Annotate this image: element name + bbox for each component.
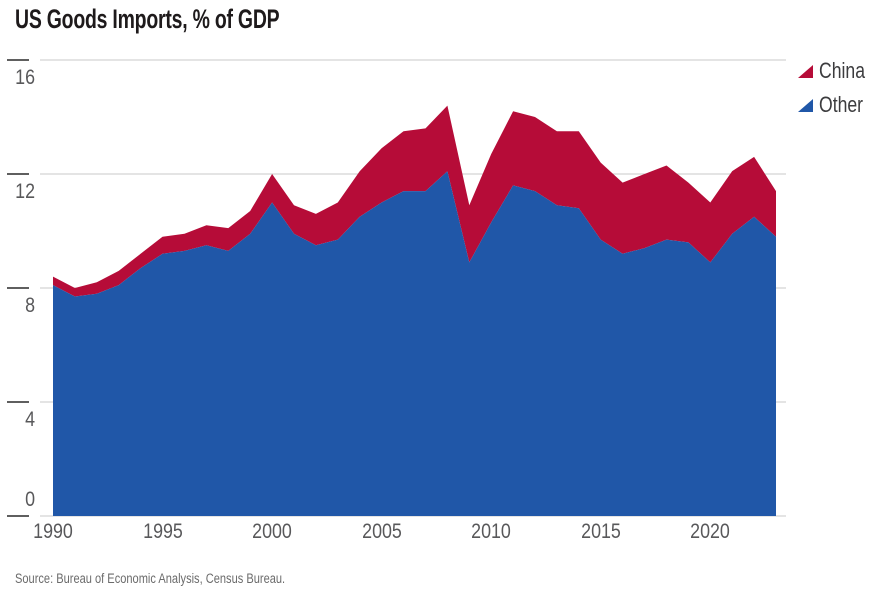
y-axis-label: 12 (15, 180, 35, 203)
x-axis-label: 2000 (252, 520, 292, 543)
china-area (53, 105, 776, 297)
chart-title: US Goods Imports, % of GDP (15, 4, 280, 34)
x-axis-label: 1990 (33, 520, 73, 543)
other-area (53, 171, 776, 516)
legend-label-other: Other (819, 92, 864, 117)
x-axis-label: 2010 (471, 520, 512, 543)
other-series-triangle-icon (798, 99, 813, 112)
source-note: Source: Bureau of Economic Analysis, Cen… (15, 571, 286, 586)
y-axis-label: 4 (25, 408, 35, 431)
x-axis-label: 2005 (361, 520, 402, 543)
legend-label-china: China (819, 58, 865, 83)
y-tick-marks (7, 59, 29, 517)
y-axis-label: 16 (15, 66, 35, 89)
y-axis-label: 0 (25, 488, 35, 511)
x-axis-label: 2015 (580, 520, 621, 543)
y-axis-label: 8 (25, 294, 35, 317)
china-series-triangle-icon (798, 65, 813, 78)
x-axis-label: 1995 (142, 520, 183, 543)
area-series (53, 105, 776, 516)
x-axis-label: 2020 (690, 520, 731, 543)
